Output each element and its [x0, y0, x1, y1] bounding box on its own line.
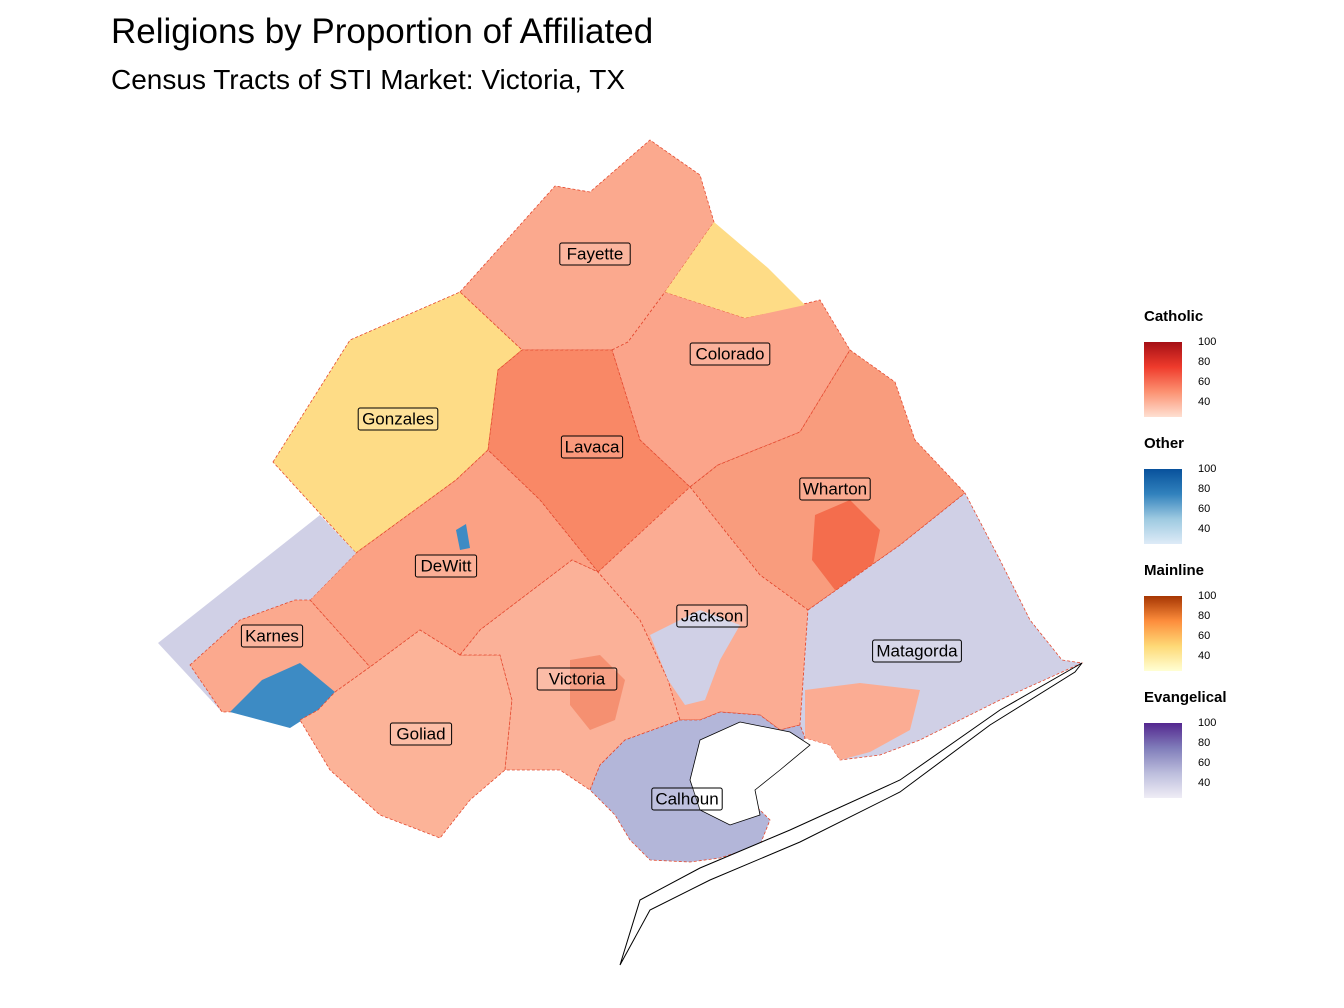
map-subtitle: Census Tracts of STI Market: Victoria, T… — [111, 64, 626, 95]
legend-color-bar — [1144, 342, 1182, 417]
county-label-gonzales: Gonzales — [357, 407, 439, 431]
county-label-dewitt: DeWitt — [414, 554, 478, 578]
legend-tick-label: 40 — [1198, 777, 1211, 789]
svg-text:Wharton: Wharton — [803, 480, 867, 499]
legend-tick-label: 40 — [1198, 523, 1211, 535]
legend-tick-label: 100 — [1198, 590, 1217, 602]
svg-text:Fayette: Fayette — [567, 245, 624, 264]
svg-text:Lavaca: Lavaca — [565, 438, 620, 457]
legend-group-mainline: Mainline 100 80 60 40 — [1144, 562, 1334, 689]
tract-victoria-center — [570, 655, 625, 730]
county-label-fayette: Fayette — [559, 242, 631, 266]
legend-tick-label: 80 — [1198, 610, 1211, 622]
svg-text:Matagorda: Matagorda — [876, 642, 958, 661]
legend-tick-label: 40 — [1198, 650, 1211, 662]
legend-tick-label: 60 — [1198, 376, 1211, 388]
county-label-victoria: Victoria — [536, 667, 618, 691]
legend-title: Evangelical — [1144, 689, 1227, 706]
tract-dewitt-other — [456, 524, 470, 550]
legend-color-bar — [1144, 723, 1182, 798]
legend-color-bar — [1144, 469, 1182, 544]
svg-text:Karnes: Karnes — [245, 627, 299, 646]
legend-tick-label: 80 — [1198, 483, 1211, 495]
bay-water — [689, 721, 811, 826]
svg-text:Gonzales: Gonzales — [362, 410, 434, 429]
county-label-matagorda: Matagorda — [872, 639, 962, 663]
svg-text:Goliad: Goliad — [396, 725, 445, 744]
svg-text:Colorado: Colorado — [696, 345, 765, 364]
barrier-island — [619, 662, 1083, 966]
county-label-jackson: Jackson — [676, 604, 748, 628]
tract-jackson-evangelical — [650, 610, 740, 705]
tract-matagorda-catholic — [805, 683, 920, 760]
legend-title: Catholic — [1144, 308, 1204, 325]
map-title: Religions by Proportion of Affiliated — [111, 12, 654, 51]
legend-title: Other — [1144, 435, 1185, 452]
legend-tick-label: 100 — [1198, 717, 1217, 729]
svg-text:Calhoun: Calhoun — [655, 790, 718, 809]
legend-tick-label: 60 — [1198, 503, 1211, 515]
legend-group-catholic: Catholic 100 80 60 40 — [1144, 308, 1334, 435]
county-label-karnes: Karnes — [240, 624, 304, 648]
legend: Catholic 100 80 60 40 Other 100 80 60 40 Mainline 1… — [1144, 308, 1334, 816]
legend-tick-label: 80 — [1198, 737, 1211, 749]
legend-color-bar — [1144, 596, 1182, 671]
tract-northeast-mainline — [665, 222, 805, 318]
county-label-colorado: Colorado — [689, 342, 771, 366]
svg-text:Jackson: Jackson — [681, 607, 743, 626]
legend-tick-label: 60 — [1198, 757, 1211, 769]
legend-tick-label: 60 — [1198, 630, 1211, 642]
county-label-wharton: Wharton — [799, 477, 871, 501]
county-label-lavaca: Lavaca — [560, 435, 624, 459]
legend-tick-label: 40 — [1198, 396, 1211, 408]
county-label-calhoun: Calhoun — [651, 787, 723, 811]
county-label-goliad: Goliad — [389, 722, 453, 746]
legend-tick-label: 80 — [1198, 356, 1211, 368]
tract-karnes-other — [230, 663, 335, 728]
legend-tick-label: 100 — [1198, 463, 1217, 475]
legend-tick-label: 100 — [1198, 336, 1217, 348]
svg-text:DeWitt: DeWitt — [421, 557, 472, 576]
svg-text:Victoria: Victoria — [549, 670, 606, 689]
legend-title: Mainline — [1144, 562, 1205, 579]
legend-group-evangelical: Evangelical 100 80 60 40 — [1144, 689, 1334, 816]
tract-wharton-center — [812, 500, 880, 590]
legend-group-other: Other 100 80 60 40 — [1144, 435, 1334, 562]
